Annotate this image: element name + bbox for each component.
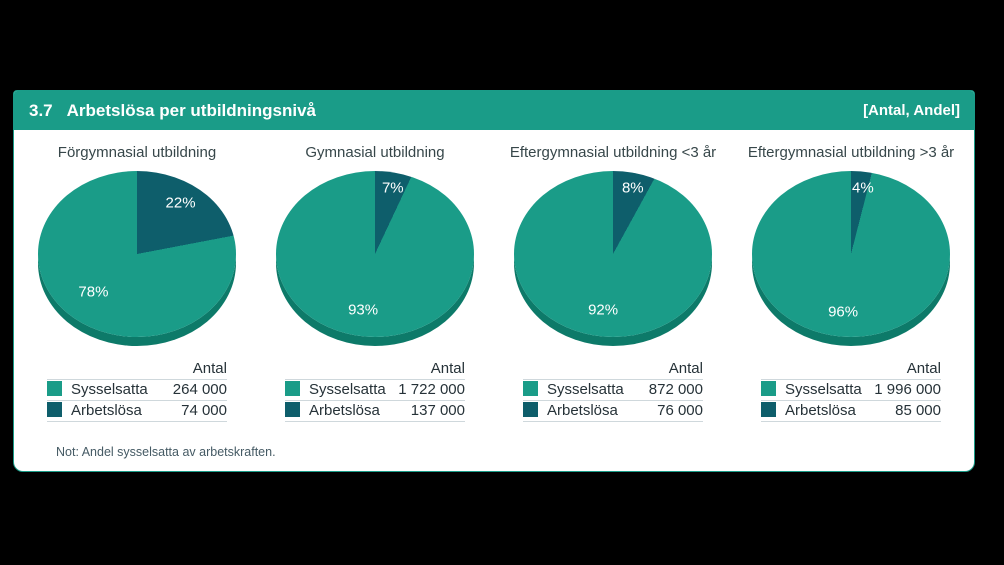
legend-row-sysselsatta: Sysselsatta 264 000 <box>47 379 227 401</box>
legend-table: Antal Sysselsatta 1 996 000 Arbetslösa 8… <box>761 359 941 422</box>
legend-value: 1 722 000 <box>392 379 465 401</box>
legend-row-arbetslosa: Arbetslösa 76 000 <box>523 400 703 422</box>
pie-label-arbetslosa: 22% <box>165 194 196 212</box>
pie-title: Förgymnasial utbildning <box>57 144 217 161</box>
pie-chart: 8% 92% <box>514 171 712 337</box>
pie-label-arbetslosa: 4% <box>852 179 874 197</box>
pie-label-arbetslosa: 8% <box>621 179 644 197</box>
employed-swatch-icon <box>523 381 538 396</box>
unemployed-swatch-icon <box>47 402 62 417</box>
unemployed-swatch-icon <box>761 402 776 417</box>
legend-value: 264 000 <box>162 379 227 401</box>
legend-label: Sysselsatta <box>785 379 869 401</box>
chart-title: Arbetslösa per utbildningsnivå <box>66 100 317 120</box>
legend-value: 137 000 <box>392 400 465 422</box>
pie-label-sysselsatta: 78% <box>78 283 109 301</box>
legend-row-sysselsatta: Sysselsatta 872 000 <box>523 379 703 401</box>
pie-graphic <box>38 171 236 337</box>
pie-chart: 4% 96% <box>752 171 950 337</box>
pie-column-gymnasial: Gymnasial utbildning 7% 93% Antal Syssel… <box>256 140 494 471</box>
legend-label: Arbetslösa <box>71 400 163 422</box>
chart-unit-label: [Antal, Andel] <box>863 102 960 119</box>
employed-swatch-icon <box>285 381 300 396</box>
pie-column-eftergymnasial-kort: Eftergymnasial utbildning <3 år 8% 92% A… <box>494 140 732 471</box>
legend-header-antal: Antal <box>868 359 941 380</box>
chart-card: 3.7 Arbetslösa per utbildningsnivå [Anta… <box>13 90 975 472</box>
pie-chart: 7% 93% <box>276 171 474 337</box>
legend-row-sysselsatta: Sysselsatta 1 722 000 <box>285 379 465 401</box>
legend-table: Antal Sysselsatta 264 000 Arbetslösa 74 … <box>47 359 227 422</box>
pie-title: Gymnasial utbildning <box>305 144 445 161</box>
chart-number: 3.7 <box>29 100 53 120</box>
pie-title: Eftergymnasial utbildning >3 år <box>747 144 955 161</box>
legend-row-arbetslosa: Arbetslösa 85 000 <box>761 400 941 422</box>
legend-value: 74 000 <box>162 400 227 422</box>
pie-graphic <box>276 171 474 337</box>
pie-title: Eftergymnasial utbildning <3 år <box>509 144 717 161</box>
pie-label-sysselsatta: 96% <box>828 303 859 321</box>
unemployed-swatch-icon <box>523 402 538 417</box>
legend-value: 872 000 <box>638 379 703 401</box>
unemployed-swatch-icon <box>285 402 300 417</box>
pie-column-eftergymnasial-lang: Eftergymnasial utbildning >3 år 4% 96% A… <box>732 140 970 471</box>
legend-label: Sysselsatta <box>547 379 639 401</box>
pie-graphic <box>514 171 712 337</box>
legend-table: Antal Sysselsatta 1 722 000 Arbetslösa 1… <box>285 359 465 422</box>
legend-label: Sysselsatta <box>71 379 163 401</box>
legend-value: 1 996 000 <box>868 379 941 401</box>
legend-value: 76 000 <box>638 400 703 422</box>
pie-label-arbetslosa: 7% <box>381 179 404 197</box>
pie-label-sysselsatta: 92% <box>588 301 619 319</box>
legend-value: 85 000 <box>868 400 941 422</box>
pie-label-sysselsatta: 93% <box>348 301 379 319</box>
legend-label: Arbetslösa <box>785 400 869 422</box>
legend-label: Arbetslösa <box>547 400 639 422</box>
legend-header-antal: Antal <box>392 359 465 380</box>
legend-header-antal: Antal <box>162 359 227 380</box>
legend-header-antal: Antal <box>638 359 703 380</box>
legend-row-sysselsatta: Sysselsatta 1 996 000 <box>761 379 941 401</box>
chart-content: Förgymnasial utbildning 22% 78% Antal Sy… <box>14 130 974 471</box>
legend-row-arbetslosa: Arbetslösa 137 000 <box>285 400 465 422</box>
employed-swatch-icon <box>47 381 62 396</box>
pie-graphic <box>752 171 950 337</box>
legend-row-arbetslosa: Arbetslösa 74 000 <box>47 400 227 422</box>
chart-header-bar: 3.7 Arbetslösa per utbildningsnivå [Anta… <box>14 91 974 130</box>
legend-label: Sysselsatta <box>309 379 393 401</box>
footnote: Not: Andel sysselsatta av arbetskraften. <box>56 445 276 459</box>
employed-swatch-icon <box>761 381 776 396</box>
legend-table: Antal Sysselsatta 872 000 Arbetslösa 76 … <box>523 359 703 422</box>
legend-label: Arbetslösa <box>309 400 393 422</box>
pie-column-forgymnasial: Förgymnasial utbildning 22% 78% Antal Sy… <box>18 140 256 471</box>
pie-chart: 22% 78% <box>38 171 236 337</box>
